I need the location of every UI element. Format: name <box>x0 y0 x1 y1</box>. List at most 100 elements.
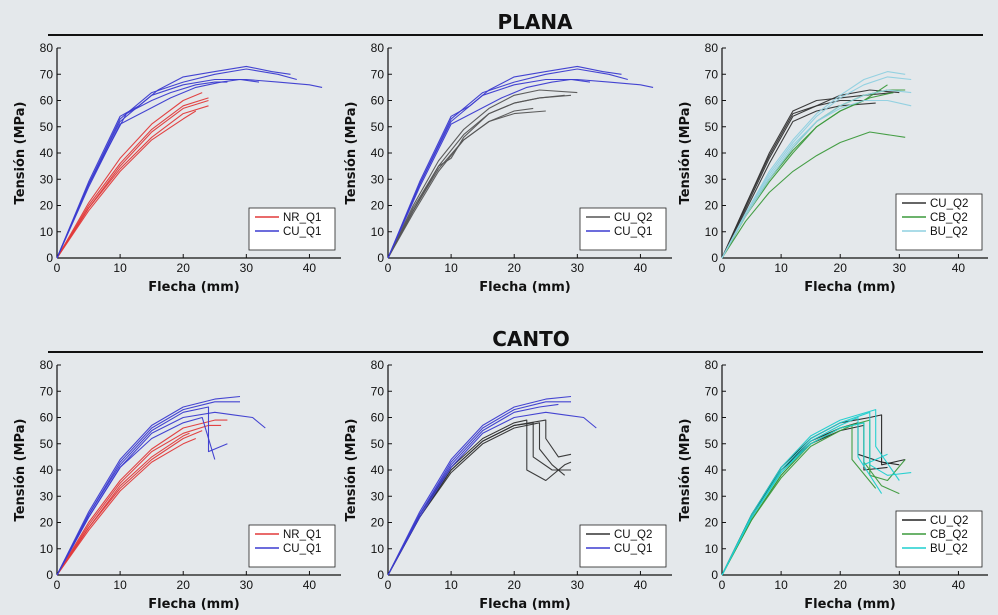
series-line-CU_Q1 <box>56 395 241 576</box>
series-NR_Q1 <box>56 92 209 259</box>
series-line-CU_Q2 <box>721 92 894 259</box>
y-tick-label: 10 <box>705 542 719 556</box>
y-tick-label: 40 <box>371 463 385 477</box>
series-line-NR_Q1 <box>56 419 228 576</box>
legend-label: CU_Q1 <box>614 543 652 555</box>
section-header-canto: CANTO <box>48 327 983 353</box>
legend-label: CU_Q1 <box>283 226 321 238</box>
series-CU_Q1 <box>387 65 654 259</box>
x-axis-label: Flecha (mm) <box>804 280 895 295</box>
y-tick-label: 50 <box>40 437 54 451</box>
y-tick-label: 70 <box>371 384 385 398</box>
y-tick-label: 40 <box>40 146 54 160</box>
x-tick-label: 40 <box>303 578 317 592</box>
series-CU_Q1 <box>387 395 597 576</box>
legend-label: CB_Q2 <box>930 212 968 224</box>
y-tick-label: 30 <box>371 172 385 186</box>
x-axis-label: Flecha (mm) <box>479 280 570 295</box>
legend-label: CU_Q2 <box>614 529 652 541</box>
series-line-CU_Q1 <box>56 406 228 576</box>
y-tick-label: 0 <box>46 251 53 265</box>
series-line-CU_Q2 <box>721 422 900 576</box>
y-tick-label: 0 <box>711 251 718 265</box>
y-tick-label: 80 <box>371 41 385 55</box>
y-tick-label: 30 <box>705 489 719 503</box>
series-line-BU_Q2 <box>721 89 912 259</box>
y-tick-label: 60 <box>371 411 385 425</box>
y-tick-label: 0 <box>711 568 718 582</box>
y-tick-label: 80 <box>40 358 54 372</box>
y-tick-label: 60 <box>40 411 54 425</box>
series-line-CB_Q2 <box>721 422 900 576</box>
x-tick-label: 10 <box>113 261 127 275</box>
y-tick-label: 70 <box>705 384 719 398</box>
x-axis-label: Flecha (mm) <box>148 280 239 295</box>
series-line-NR_Q1 <box>56 97 209 259</box>
legend-label: CU_Q1 <box>283 543 321 555</box>
y-axis-label: Tensión (MPa) <box>344 419 359 522</box>
x-tick-label: 30 <box>571 578 585 592</box>
series-line-CU_Q1 <box>56 416 216 576</box>
legend-box <box>248 207 336 251</box>
x-tick-label: 20 <box>177 578 191 592</box>
y-tick-label: 80 <box>705 41 719 55</box>
series-line-CU_Q2 <box>387 94 572 259</box>
y-tick-label: 60 <box>705 94 719 108</box>
y-axis-label: Tensión (MPa) <box>678 102 693 205</box>
legend: CU_Q2 CU_Q1 <box>579 207 667 251</box>
series-line-CU_Q2 <box>721 102 876 259</box>
chart-panel-1: 0 10 20 30 40 50 60 70 80 0 10 20 30 40 Flecha (mm) Ten… <box>13 41 341 295</box>
chart-panel-2: 0 10 20 30 40 50 60 70 80 0 10 20 30 40 Flecha (mm) Ten… <box>344 41 672 295</box>
x-tick-label: 10 <box>774 261 788 275</box>
series-line-CU_Q2 <box>721 89 900 259</box>
series-line-BU_Q2 <box>721 409 900 576</box>
series-line-CB_Q2 <box>721 92 894 259</box>
y-tick-label: 50 <box>705 437 719 451</box>
y-tick-label: 0 <box>377 568 384 582</box>
legend-label: CU_Q2 <box>930 198 968 210</box>
x-tick-label: 10 <box>444 261 458 275</box>
series-line-CB_Q2 <box>721 131 906 259</box>
series-line-CU_Q2 <box>387 94 565 259</box>
x-tick-label: 40 <box>634 578 648 592</box>
legend-label: CU_Q2 <box>930 515 968 527</box>
series-line-CU_Q2 <box>387 422 566 576</box>
legend-label: NR_Q1 <box>283 529 321 541</box>
series-line-CU_Q2 <box>387 110 546 259</box>
legend-label: BU_Q2 <box>930 543 968 555</box>
section-title-plana: PLANA <box>497 10 573 34</box>
series-line-CU_Q1 <box>56 78 323 259</box>
y-tick-label: 70 <box>705 67 719 81</box>
y-tick-label: 40 <box>705 463 719 477</box>
legend-box <box>895 510 983 568</box>
series-line-NR_Q1 <box>56 99 209 259</box>
x-tick-label: 20 <box>508 261 522 275</box>
series-line-NR_Q1 <box>56 437 197 576</box>
series-line-CU_Q1 <box>387 411 597 576</box>
series-line-CB_Q2 <box>721 89 906 259</box>
y-tick-label: 80 <box>705 358 719 372</box>
series-CU_Q2 <box>721 89 900 259</box>
x-tick-label: 0 <box>719 578 726 592</box>
x-tick-label: 40 <box>303 261 317 275</box>
y-tick-label: 10 <box>40 225 54 239</box>
chart-panels: 0 10 20 30 40 50 60 70 80 0 10 20 30 40 Flecha (mm) Ten… <box>13 41 988 612</box>
legend: CU_Q2 CB_Q2 BU_Q2 <box>895 510 983 568</box>
series-BU_Q2 <box>721 409 912 576</box>
chart-panel-6: 0 10 20 30 40 50 60 70 80 0 10 20 30 40 Flecha (mm) Ten… <box>678 358 988 612</box>
x-tick-label: 20 <box>508 578 522 592</box>
series-line-CU_Q2 <box>721 99 864 259</box>
series-line-CU_Q2 <box>387 419 572 576</box>
series-line-NR_Q1 <box>56 105 209 259</box>
x-tick-label: 30 <box>240 261 254 275</box>
legend-box <box>579 207 667 251</box>
series-line-CU_Q1 <box>56 81 228 259</box>
y-tick-label: 30 <box>371 489 385 503</box>
series-CU_Q1 <box>56 395 266 576</box>
series-line-CU_Q1 <box>387 78 591 259</box>
y-tick-label: 50 <box>371 437 385 451</box>
x-tick-label: 40 <box>952 261 966 275</box>
x-axis-label: Flecha (mm) <box>804 597 895 612</box>
section-header-plana: PLANA <box>48 10 983 36</box>
